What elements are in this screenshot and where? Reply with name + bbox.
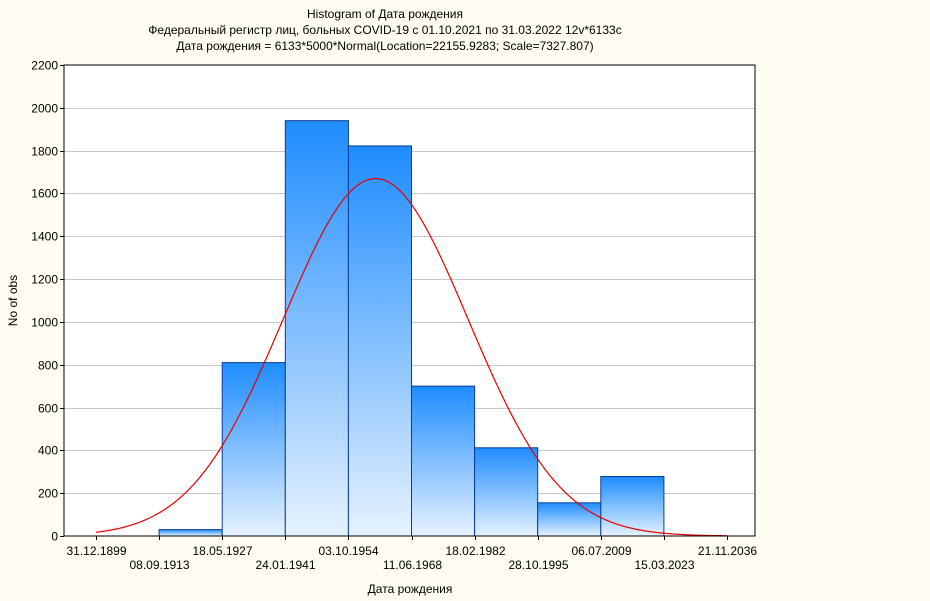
y-tick-label: 1800 [31, 145, 58, 159]
y-axis: 0 200 400 600 800 1000 1200 1400 1600 1800 2000 220… [31, 59, 64, 544]
histogram-bar [411, 385, 476, 537]
histogram-bar [158, 529, 223, 537]
x-axis: 31.12.189908.09.191318.05.192724.01.1941… [66, 536, 757, 572]
x-tick-label: 06.07.2009 [571, 544, 631, 558]
x-tick-label: 24.01.1941 [255, 558, 315, 572]
x-tick-label: 31.12.1899 [66, 544, 126, 558]
x-tick-label: 08.09.1913 [129, 558, 189, 572]
chart-title: Histogram of Дата рождения [306, 7, 463, 21]
x-tick-label: 03.10.1954 [318, 544, 378, 558]
y-tick-label: 800 [38, 359, 58, 373]
y-tick-label: 600 [38, 402, 58, 416]
y-tick-label: 1600 [31, 187, 58, 201]
histogram-bar [221, 362, 286, 537]
y-tick-label: 400 [38, 444, 58, 458]
y-tick-label: 0 [51, 530, 58, 544]
histogram-bar [600, 475, 665, 537]
x-tick-label: 28.10.1995 [508, 558, 568, 572]
y-tick-label: 2200 [31, 59, 58, 73]
chart-subtitle: Федеральный регистр лиц, больных COVID-1… [148, 23, 622, 37]
fit-description: Дата рождения = 6133*5000*Normal(Locatio… [176, 39, 594, 53]
histogram-bar [347, 145, 412, 537]
chart-title-block: Histogram of Дата рождения Федеральный р… [0, 6, 770, 54]
y-axis-title: No of obs [6, 275, 20, 326]
x-axis-title: Дата рождения [368, 582, 453, 596]
x-tick-label: 18.05.1927 [192, 544, 252, 558]
x-tick-label: 11.06.1968 [383, 558, 442, 572]
histogram-bar [537, 502, 602, 537]
histogram-bars [158, 120, 665, 537]
x-tick-label: 18.02.1982 [445, 544, 505, 558]
y-tick-label: 1000 [31, 316, 58, 330]
histogram-bar [474, 447, 539, 537]
fit-curve-layer [95, 177, 728, 537]
x-tick-label: 21.11.2036 [698, 544, 757, 558]
x-tick-label: 15.03.2023 [634, 558, 694, 572]
y-tick-label: 1200 [31, 273, 58, 287]
y-tick-label: 1400 [31, 230, 58, 244]
histogram-bar [284, 120, 349, 537]
normal-fit-curve [95, 177, 728, 537]
y-tick-label: 2000 [31, 102, 58, 116]
plot-frame [63, 64, 756, 537]
y-tick-label: 200 [38, 487, 58, 501]
